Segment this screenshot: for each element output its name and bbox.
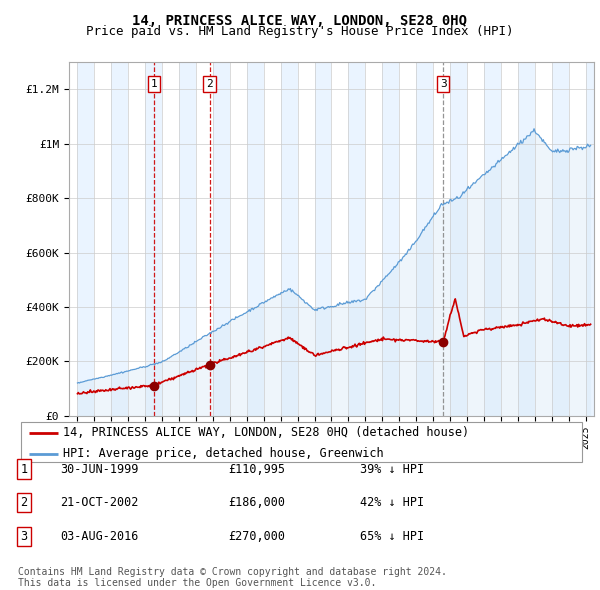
Text: £270,000: £270,000 bbox=[228, 530, 285, 543]
Bar bbox=[77, 62, 94, 416]
Bar bbox=[349, 62, 365, 416]
Text: HPI: Average price, detached house, Greenwich: HPI: Average price, detached house, Gree… bbox=[64, 447, 384, 460]
Bar bbox=[179, 62, 196, 416]
Text: £186,000: £186,000 bbox=[228, 496, 285, 509]
Text: 1: 1 bbox=[20, 463, 28, 476]
Bar bbox=[586, 62, 594, 416]
Bar bbox=[382, 62, 399, 416]
Text: 14, PRINCESS ALICE WAY, LONDON, SE28 0HQ: 14, PRINCESS ALICE WAY, LONDON, SE28 0HQ bbox=[133, 14, 467, 28]
Text: 2: 2 bbox=[206, 78, 213, 88]
Text: 3: 3 bbox=[440, 78, 446, 88]
Text: 42% ↓ HPI: 42% ↓ HPI bbox=[360, 496, 424, 509]
Bar bbox=[112, 62, 128, 416]
Text: 39% ↓ HPI: 39% ↓ HPI bbox=[360, 463, 424, 476]
Bar bbox=[247, 62, 264, 416]
Text: 2: 2 bbox=[20, 496, 28, 509]
Text: 65% ↓ HPI: 65% ↓ HPI bbox=[360, 530, 424, 543]
Text: 14, PRINCESS ALICE WAY, LONDON, SE28 0HQ (detached house): 14, PRINCESS ALICE WAY, LONDON, SE28 0HQ… bbox=[64, 426, 469, 439]
Text: 03-AUG-2016: 03-AUG-2016 bbox=[60, 530, 139, 543]
Text: 30-JUN-1999: 30-JUN-1999 bbox=[60, 463, 139, 476]
Text: Contains HM Land Registry data © Crown copyright and database right 2024.
This d: Contains HM Land Registry data © Crown c… bbox=[18, 566, 447, 588]
Bar bbox=[450, 62, 467, 416]
FancyBboxPatch shape bbox=[21, 421, 582, 463]
Text: 1: 1 bbox=[151, 78, 157, 88]
Bar bbox=[484, 62, 501, 416]
Bar bbox=[145, 62, 162, 416]
Text: Price paid vs. HM Land Registry's House Price Index (HPI): Price paid vs. HM Land Registry's House … bbox=[86, 25, 514, 38]
Text: £110,995: £110,995 bbox=[228, 463, 285, 476]
Bar bbox=[518, 62, 535, 416]
Bar bbox=[416, 62, 433, 416]
Text: 21-OCT-2002: 21-OCT-2002 bbox=[60, 496, 139, 509]
Bar bbox=[551, 62, 569, 416]
Bar bbox=[281, 62, 298, 416]
Bar bbox=[213, 62, 230, 416]
Bar bbox=[314, 62, 331, 416]
Text: 3: 3 bbox=[20, 530, 28, 543]
